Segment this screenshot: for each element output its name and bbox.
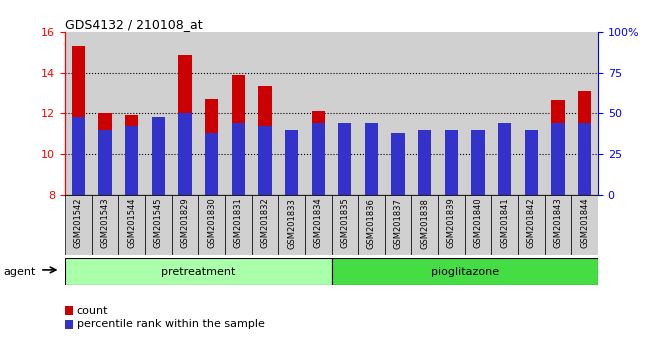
Text: GSM201842: GSM201842 <box>527 198 536 249</box>
Text: GSM201832: GSM201832 <box>261 198 269 249</box>
Bar <box>72 46 85 195</box>
Bar <box>411 195 438 255</box>
Bar <box>385 195 411 255</box>
Bar <box>578 123 592 195</box>
Bar <box>65 195 92 255</box>
Bar <box>178 113 192 195</box>
Bar <box>145 195 172 255</box>
Bar <box>231 123 245 195</box>
Bar <box>125 126 138 195</box>
Bar <box>551 123 565 195</box>
Text: GSM201836: GSM201836 <box>367 198 376 249</box>
Bar <box>491 195 518 255</box>
Bar <box>498 123 512 195</box>
Text: GSM201829: GSM201829 <box>181 198 189 249</box>
Bar <box>178 55 192 195</box>
Text: GSM201844: GSM201844 <box>580 198 589 249</box>
Bar <box>258 126 272 195</box>
Bar <box>418 130 432 195</box>
Text: GSM201834: GSM201834 <box>314 198 322 249</box>
Text: GSM201838: GSM201838 <box>421 198 429 249</box>
Bar <box>225 195 252 255</box>
Text: GSM201837: GSM201837 <box>394 198 402 249</box>
Text: GSM201830: GSM201830 <box>207 198 216 249</box>
Bar <box>471 130 485 195</box>
Bar <box>438 195 465 255</box>
Bar <box>525 159 538 195</box>
Bar <box>172 195 198 255</box>
Bar <box>252 195 278 255</box>
Bar <box>358 195 385 255</box>
Bar <box>92 195 118 255</box>
Text: agent: agent <box>3 267 36 276</box>
Bar <box>525 130 538 195</box>
Bar <box>465 195 491 255</box>
Text: percentile rank within the sample: percentile rank within the sample <box>77 319 265 329</box>
Text: GSM201831: GSM201831 <box>234 198 242 249</box>
Bar <box>578 91 592 195</box>
Bar <box>332 195 358 255</box>
Bar <box>365 132 378 195</box>
Text: GSM201543: GSM201543 <box>101 198 109 249</box>
Bar <box>285 146 298 195</box>
Bar <box>338 125 352 195</box>
Bar <box>391 163 405 195</box>
Bar <box>151 153 165 195</box>
Bar <box>98 113 112 195</box>
Bar <box>151 116 165 195</box>
Bar <box>571 195 598 255</box>
Bar <box>285 130 298 195</box>
Bar <box>391 133 405 195</box>
Bar <box>338 123 352 195</box>
Bar <box>332 258 598 285</box>
Bar <box>445 145 458 195</box>
Bar <box>518 195 545 255</box>
Bar <box>72 116 85 195</box>
Text: GDS4132 / 210108_at: GDS4132 / 210108_at <box>65 18 203 31</box>
Text: GSM201835: GSM201835 <box>341 198 349 249</box>
Text: GSM201544: GSM201544 <box>127 198 136 248</box>
Bar <box>98 130 112 195</box>
Text: GSM201542: GSM201542 <box>74 198 83 248</box>
Bar <box>445 130 458 195</box>
Bar <box>205 133 218 195</box>
Text: GSM201840: GSM201840 <box>474 198 482 249</box>
Text: pioglitazone: pioglitazone <box>431 267 499 277</box>
Text: count: count <box>77 306 108 316</box>
Bar <box>471 133 485 195</box>
Bar <box>198 195 225 255</box>
Bar <box>498 144 512 195</box>
Bar <box>205 99 218 195</box>
Text: GSM201833: GSM201833 <box>287 198 296 249</box>
Bar <box>258 86 272 195</box>
Bar <box>305 195 332 255</box>
Text: GSM201841: GSM201841 <box>500 198 509 249</box>
Bar <box>365 123 378 195</box>
Text: GSM201839: GSM201839 <box>447 198 456 249</box>
Bar <box>418 144 432 195</box>
Bar <box>278 195 305 255</box>
Bar <box>125 115 138 195</box>
Text: pretreatment: pretreatment <box>161 267 235 277</box>
Bar <box>311 123 325 195</box>
Bar <box>311 111 325 195</box>
Text: GSM201843: GSM201843 <box>554 198 562 249</box>
Bar <box>118 195 145 255</box>
Bar <box>65 258 332 285</box>
Bar <box>545 195 571 255</box>
Bar <box>551 100 565 195</box>
Bar <box>231 75 245 195</box>
Text: GSM201545: GSM201545 <box>154 198 162 248</box>
